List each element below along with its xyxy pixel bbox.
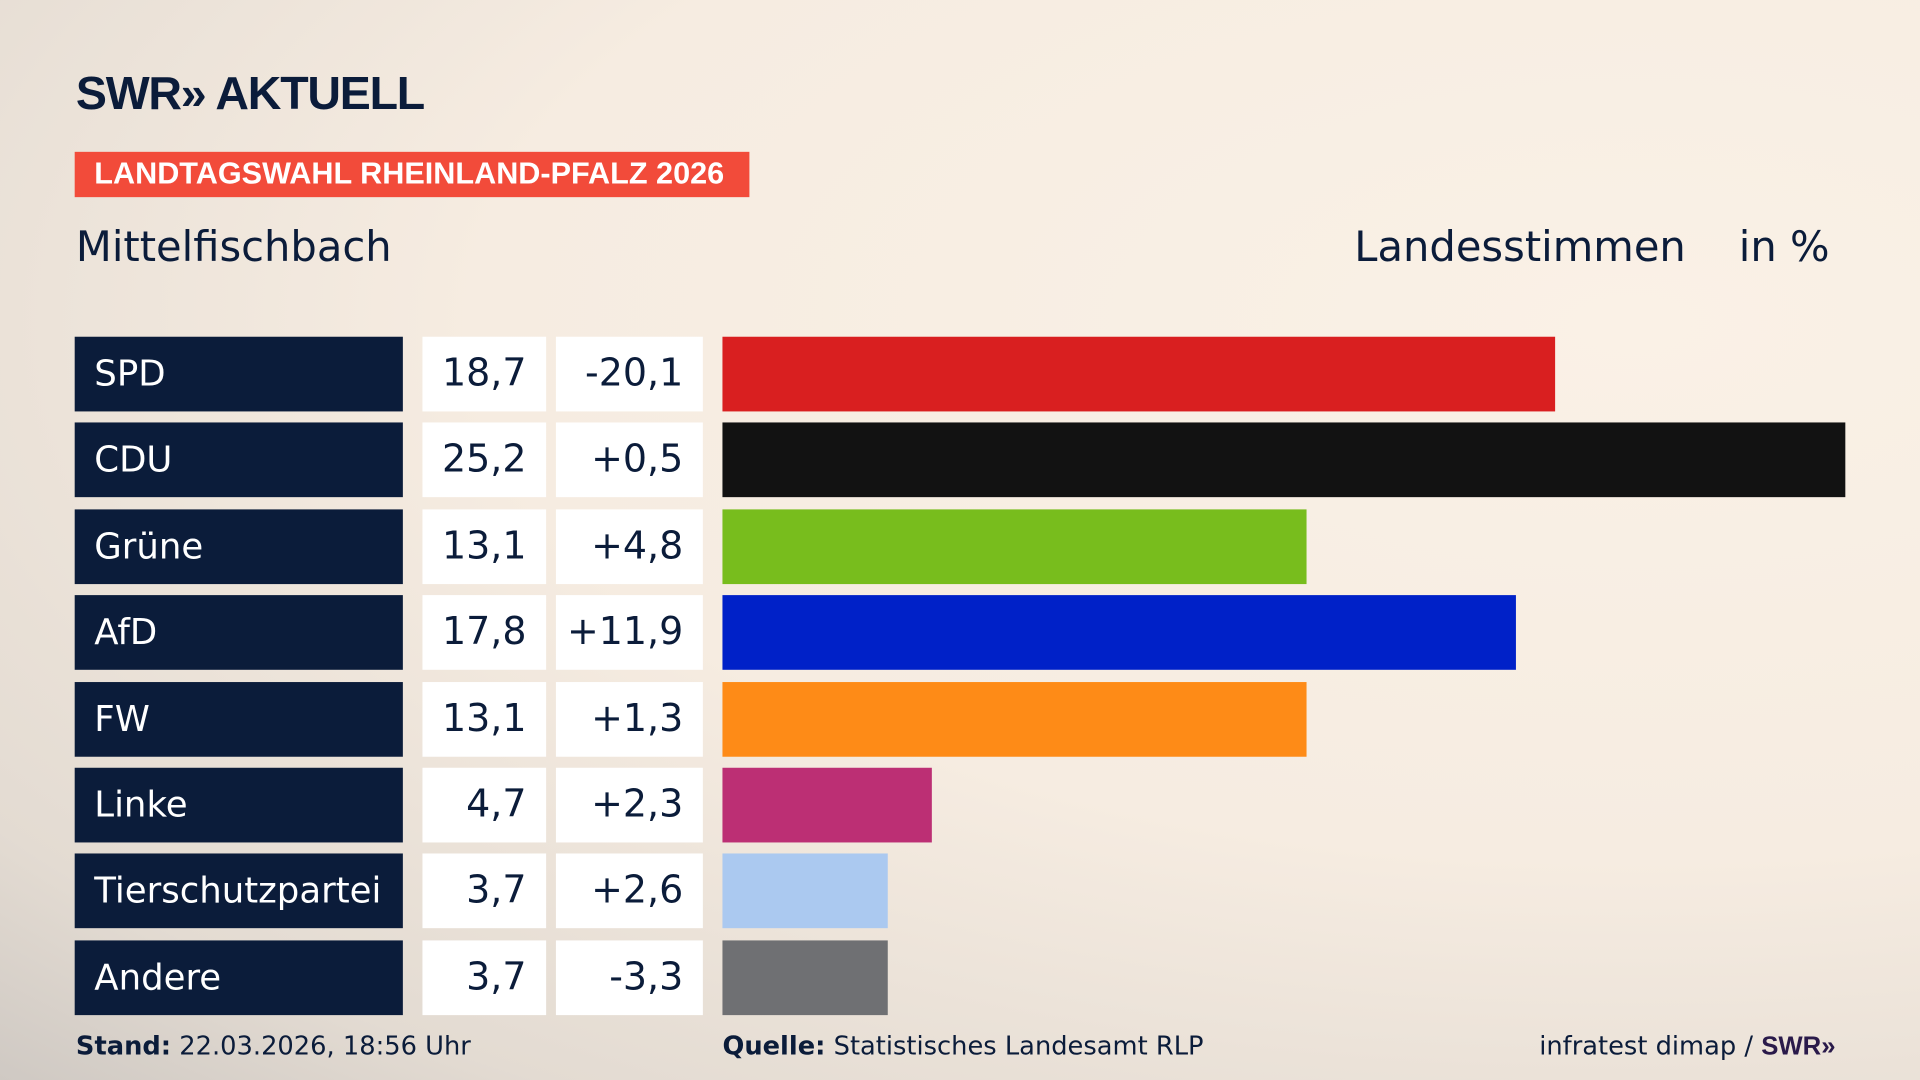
party-label: Linke [74, 767, 403, 843]
bar [722, 595, 1516, 671]
diff-label: -3,3 [555, 940, 703, 1015]
credit: infratest dimap / SWR» [1539, 1031, 1835, 1062]
timestamp: Stand: 22.03.2026, 18:56 Uhr [76, 1031, 471, 1060]
bar [722, 940, 888, 1015]
diff-label: +4,8 [555, 509, 703, 584]
unit-label: in % [1738, 222, 1830, 272]
diff-label: +2,6 [555, 853, 703, 929]
party-label: Andere [74, 940, 403, 1015]
bar [722, 853, 888, 929]
bar-row: Tierschutzpartei 3,7 +2,6 [0, 853, 1920, 929]
bar-row: FW 13,1 +1,3 [0, 681, 1920, 757]
bar-row: Linke 4,7 +2,3 [0, 767, 1920, 843]
bar [722, 681, 1307, 757]
value-label: 13,1 [422, 681, 547, 757]
bar [722, 422, 1846, 498]
credit-text: infratest dimap / [1539, 1031, 1754, 1061]
value-label: 25,2 [422, 422, 547, 498]
diff-label: +1,3 [555, 681, 703, 757]
bar-row: AfD 17,8 +11,9 [0, 595, 1920, 671]
diff-label: -20,1 [555, 336, 703, 412]
bar [722, 767, 932, 843]
party-label: Grüne [74, 509, 403, 584]
value-label: 17,8 [422, 595, 547, 671]
bar-row: SPD 18,7 -20,1 [0, 336, 1920, 412]
value-label: 3,7 [422, 940, 547, 1015]
bar [722, 509, 1307, 584]
party-label: SPD [74, 336, 403, 412]
source-label: Quelle: [722, 1031, 826, 1061]
diff-label: +11,9 [555, 595, 703, 671]
party-label: Tierschutzpartei [74, 853, 403, 929]
value-label: 13,1 [422, 509, 547, 584]
bar-row: Andere 3,7 -3,3 [0, 940, 1920, 1015]
diff-label: +0,5 [555, 422, 703, 498]
vote-type-label: Landesstimmen [1354, 222, 1686, 272]
region-title: Mittelfischbach [75, 222, 392, 272]
party-label: FW [74, 681, 403, 757]
source: Quelle: Statistisches Landesamt RLP [722, 1031, 1203, 1060]
stand-label: Stand: [75, 1031, 172, 1061]
bar [722, 336, 1556, 412]
value-label: 3,7 [422, 853, 547, 929]
party-label: CDU [74, 422, 403, 498]
value-label: 4,7 [422, 767, 547, 843]
value-label: 18,7 [422, 336, 547, 412]
swr-aktuell-logo: SWR» AKTUELL [75, 68, 425, 121]
party-label: AfD [74, 595, 403, 671]
source-value: Statistisches Landesamt RLP [833, 1031, 1204, 1061]
diff-label: +2,3 [555, 767, 703, 843]
bar-row: CDU 25,2 +0,5 [0, 422, 1920, 498]
swr-footer-logo: SWR» [1761, 1032, 1836, 1061]
bar-row: Grüne 13,1 +4,8 [0, 509, 1920, 584]
election-badge: LANDTAGSWAHL RHEINLAND-PFALZ 2026 [74, 151, 750, 198]
stand-value: 22.03.2026, 18:56 Uhr [179, 1031, 471, 1061]
